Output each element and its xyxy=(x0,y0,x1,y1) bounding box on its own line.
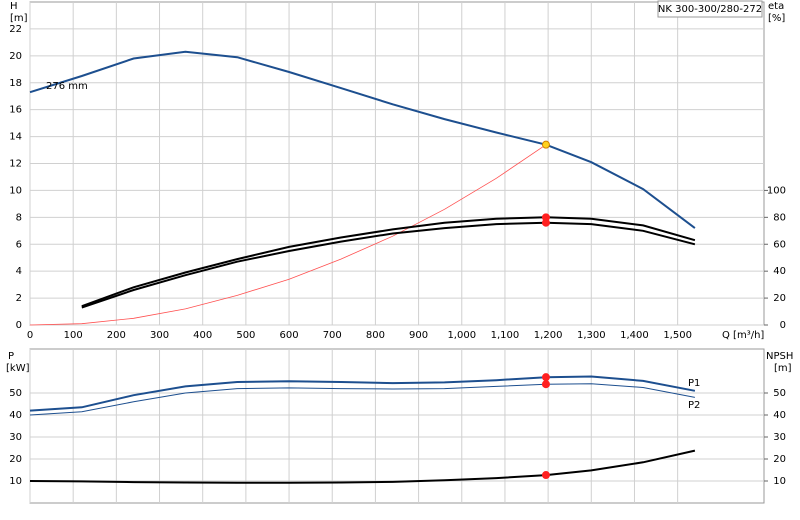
y-tick-label: 22 xyxy=(9,24,22,35)
y-tick-label: 0 xyxy=(16,320,22,331)
y-label: P xyxy=(8,351,14,362)
curve xyxy=(81,221,696,309)
y-tick-label: 14 xyxy=(9,132,22,143)
x-tick-label: 800 xyxy=(366,330,385,341)
y2-tick-label: 50 xyxy=(773,388,786,399)
y-tick-label: 2 xyxy=(16,293,22,304)
duty-point xyxy=(541,140,550,149)
y-tick-label: 10 xyxy=(9,476,22,487)
y2-tick-label: 40 xyxy=(773,410,786,421)
y-unit: [kW] xyxy=(6,363,30,374)
y2-tick-label: 20 xyxy=(773,454,786,465)
duty-point xyxy=(541,218,550,227)
y-tick-label: 50 xyxy=(9,388,22,399)
y-tick-label: 18 xyxy=(9,78,22,89)
x-tick-label: 1,300 xyxy=(577,330,606,341)
y-tick-label: 12 xyxy=(9,159,22,170)
duty-point xyxy=(541,373,550,382)
x-tick-label: 0 xyxy=(27,330,33,341)
x-label: Q [m³/h] xyxy=(722,330,764,341)
y-tick-label: 16 xyxy=(9,105,22,116)
x-tick-label: 700 xyxy=(323,330,342,341)
x-tick-label: 1,500 xyxy=(663,330,692,341)
y2-label: NPSH xyxy=(766,351,793,362)
y2-tick-label: 80 xyxy=(773,212,786,223)
x-tick-label: 1,100 xyxy=(491,330,520,341)
x-tick-label: 1,200 xyxy=(534,330,563,341)
y2-tick-label: 40 xyxy=(773,266,786,277)
y2-tick-label: 100 xyxy=(767,185,786,196)
chart-title: NK 300-300/280-272 xyxy=(658,4,762,15)
y-tick-label: 10 xyxy=(9,185,22,196)
y-tick-label: 40 xyxy=(9,410,22,421)
y-tick-label: 6 xyxy=(16,239,22,250)
series-label: P2 xyxy=(688,400,700,411)
y2-tick-label: 10 xyxy=(773,476,786,487)
x-tick-label: 400 xyxy=(193,330,212,341)
x-tick-label: 200 xyxy=(107,330,126,341)
curve xyxy=(81,216,696,308)
y2-unit: [m] xyxy=(774,363,792,374)
y2-tick-label: 20 xyxy=(773,293,786,304)
y2-tick-label: 0 xyxy=(780,320,786,331)
y2-label: eta xyxy=(768,1,784,12)
y-tick-label: 20 xyxy=(9,454,22,465)
y-tick-label: 4 xyxy=(16,266,22,277)
series-label: 276 mm xyxy=(46,81,88,92)
curve xyxy=(29,383,695,416)
curve xyxy=(29,449,696,484)
y2-tick-label: 60 xyxy=(773,239,786,250)
x-tick-label: 900 xyxy=(409,330,428,341)
y-tick-label: 20 xyxy=(9,51,22,62)
x-tick-label: 500 xyxy=(236,330,255,341)
series-label: P1 xyxy=(688,378,700,389)
bottom-frame xyxy=(29,348,765,504)
y-unit: [m] xyxy=(10,13,28,24)
y2-tick-label: 30 xyxy=(773,432,786,443)
x-tick-label: 1,400 xyxy=(620,330,649,341)
x-tick-label: 600 xyxy=(280,330,299,341)
x-tick-label: 300 xyxy=(150,330,169,341)
curve xyxy=(29,50,696,229)
duty-point xyxy=(541,380,550,389)
x-tick-label: 100 xyxy=(64,330,83,341)
bottom-panel: 10 20 30 40 50 10 20 30 40 50 xyxy=(9,349,786,503)
y2-unit: [%] xyxy=(768,13,785,24)
duty-point xyxy=(541,471,550,480)
x-tick-label: 1,000 xyxy=(447,330,476,341)
top-panel: 0 100 200 300 400 500 600 700 800 900 1,000 1,100 1,… xyxy=(9,2,786,341)
y-tick-label: 30 xyxy=(9,432,22,443)
curve xyxy=(29,144,547,326)
title-box xyxy=(657,0,763,18)
curve xyxy=(29,375,696,412)
y-label: H xyxy=(10,1,18,12)
y-tick-label: 8 xyxy=(16,212,22,223)
